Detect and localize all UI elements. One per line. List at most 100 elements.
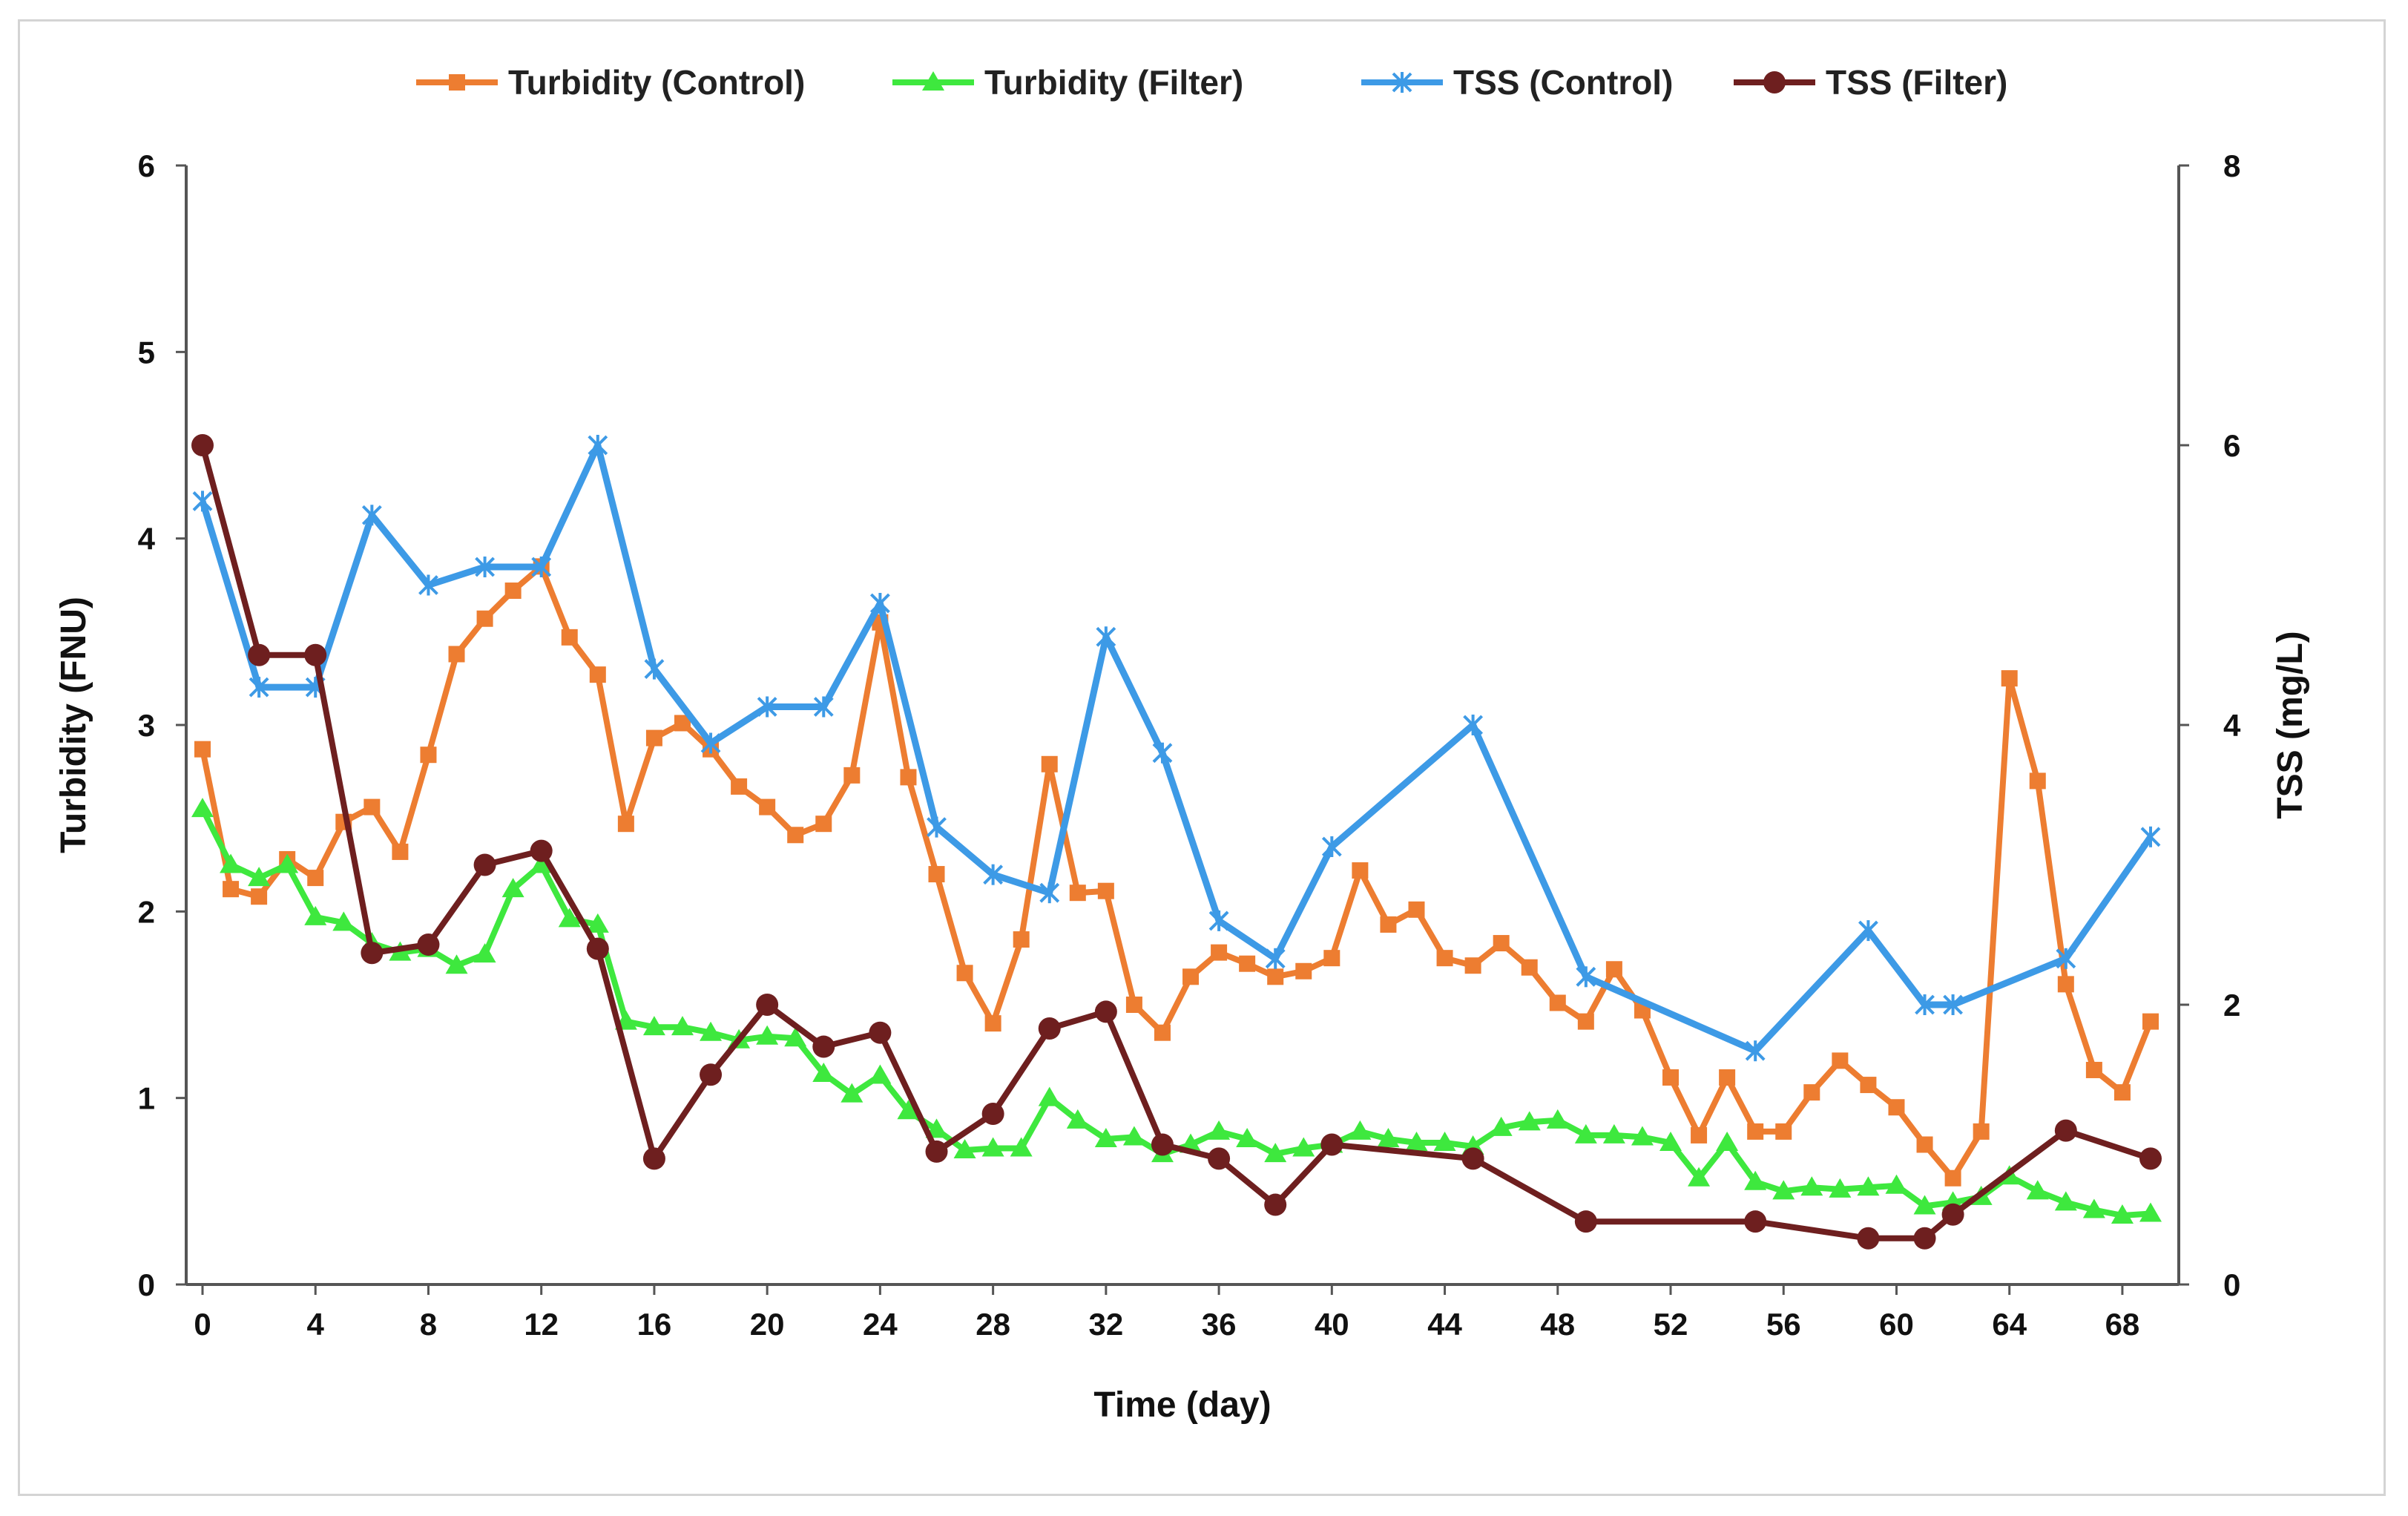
data-point-tss-control	[588, 435, 608, 456]
legend-label: Turbidity (Filter)	[984, 63, 1243, 102]
data-point-tss-filter	[1913, 1227, 1936, 1250]
data-point-turbidity-filter	[191, 798, 214, 818]
data-point-tss-control	[757, 696, 777, 718]
data-point-tss-filter	[1094, 1000, 1117, 1023]
legend: Turbidity (Control) Turbidity (Filter) TSS…	[416, 63, 2007, 102]
data-point-tss-filter	[191, 434, 214, 456]
x-tick-label: 68	[2105, 1307, 2140, 1342]
series-line-tss-control	[199, 442, 2154, 1054]
data-point-turbidity-control	[1832, 1052, 1849, 1069]
chart-frame: Turbidity (Control) Turbidity (Filter) TSS…	[18, 19, 2386, 1496]
series-turbidity-control	[194, 558, 2159, 1187]
data-point-turbidity-control	[843, 767, 861, 784]
data-point-tss-control	[1096, 626, 1116, 648]
data-point-turbidity-filter	[2111, 1204, 2134, 1224]
data-point-tss-control	[249, 677, 269, 698]
data-point-turbidity-control	[731, 778, 748, 795]
data-point-turbidity-control	[2085, 1061, 2102, 1078]
legend-item-tss-control: TSS (Control)	[1361, 63, 1673, 102]
data-point-turbidity-control	[223, 881, 240, 898]
data-point-turbidity-filter	[756, 1025, 779, 1045]
data-point-tss-control	[2140, 826, 2161, 847]
data-point-tss-filter	[1151, 1133, 1174, 1156]
data-point-turbidity-control	[1069, 885, 1086, 902]
data-point-turbidity-control	[420, 746, 437, 764]
data-point-turbidity-control	[1211, 944, 1228, 961]
data-point-tss-control	[1208, 910, 1229, 931]
data-point-tss-control	[1321, 836, 1342, 857]
data-point-tss-control	[531, 556, 552, 577]
series-tss-control	[192, 435, 2161, 1062]
data-point-turbidity-control	[1860, 1077, 1877, 1094]
y-left-axis-title: Turbidity (FNU)	[54, 597, 93, 853]
data-point-turbidity-control	[815, 816, 832, 833]
data-point-tss-filter	[248, 643, 271, 666]
x-tick-label: 32	[1088, 1307, 1123, 1342]
data-point-tss-control	[644, 658, 665, 680]
data-point-turbidity-filter	[1010, 1137, 1033, 1157]
data-point-turbidity-filter	[2054, 1191, 2077, 1211]
data-point-turbidity-control	[1719, 1069, 1736, 1086]
data-point-turbidity-control	[251, 888, 268, 905]
legend-item-turbidity-filter: Turbidity (Filter)	[892, 63, 1243, 102]
data-point-turbidity-control	[928, 866, 945, 883]
y-left-tick-label: 4	[138, 522, 156, 557]
data-point-tss-filter	[586, 937, 609, 960]
data-point-turbidity-control	[1352, 862, 1369, 879]
data-point-turbidity-filter	[501, 878, 524, 898]
data-point-tss-filter	[812, 1035, 835, 1058]
data-point-turbidity-control	[1605, 961, 1622, 978]
y-left-tick-label: 5	[138, 335, 155, 370]
x-axis-title: Time (day)	[1093, 1385, 1271, 1425]
data-point-turbidity-control	[1521, 959, 1538, 976]
legend-marker	[1763, 71, 1786, 93]
data-point-turbidity-filter	[897, 1100, 920, 1120]
data-point-turbidity-control	[617, 816, 634, 833]
data-point-tss-filter	[473, 853, 496, 876]
data-point-turbidity-filter	[869, 1064, 892, 1084]
data-point-turbidity-control	[900, 769, 917, 786]
data-point-turbidity-filter	[530, 853, 553, 873]
data-point-turbidity-control	[1408, 901, 1425, 918]
data-point-turbidity-filter	[1264, 1143, 1287, 1163]
data-point-turbidity-filter	[1490, 1116, 1513, 1136]
legend-item-turbidity-control: Turbidity (Control)	[416, 63, 805, 102]
data-point-turbidity-filter	[953, 1139, 976, 1159]
data-point-turbidity-filter	[332, 911, 355, 931]
legend-label: TSS (Filter)	[1826, 63, 2007, 102]
y-left-tick-label: 2	[138, 894, 155, 929]
data-point-tss-filter	[1941, 1203, 1964, 1226]
data-point-tss-filter	[2139, 1147, 2162, 1170]
x-tick-label: 16	[637, 1307, 672, 1342]
data-point-turbidity-control	[1549, 994, 1566, 1011]
data-point-turbidity-control	[1013, 931, 1030, 948]
data-point-tss-filter	[530, 839, 553, 862]
data-point-turbidity-filter	[1349, 1120, 1372, 1140]
x-tick-label: 12	[524, 1307, 559, 1342]
data-point-tss-control	[1915, 994, 1935, 1015]
series-line-turbidity-control	[200, 563, 2154, 1181]
data-point-turbidity-filter	[473, 943, 496, 963]
data-point-tss-control	[361, 505, 382, 526]
x-tick-label: 44	[1427, 1307, 1462, 1342]
data-point-turbidity-control	[307, 870, 324, 887]
y-left-tick-label: 0	[138, 1267, 155, 1302]
data-point-turbidity-filter	[1885, 1174, 1908, 1194]
data-point-tss-control	[192, 490, 213, 512]
data-point-turbidity-filter	[586, 913, 609, 933]
data-point-turbidity-control	[2029, 772, 2046, 790]
data-point-turbidity-control	[1267, 968, 1284, 985]
data-point-turbidity-filter	[2082, 1198, 2105, 1218]
data-point-tss-filter	[1208, 1147, 1231, 1170]
data-point-turbidity-filter	[1433, 1131, 1456, 1151]
data-point-turbidity-control	[1041, 755, 1058, 772]
data-point-turbidity-filter	[1405, 1131, 1428, 1151]
data-point-turbidity-control	[956, 965, 973, 982]
data-point-turbidity-control	[1944, 1169, 1961, 1187]
data-point-turbidity-control	[448, 646, 465, 663]
data-point-tss-filter	[1264, 1193, 1287, 1216]
data-point-turbidity-control	[1097, 882, 1114, 899]
data-point-turbidity-filter	[1602, 1123, 1625, 1143]
data-point-tss-filter	[361, 942, 384, 965]
data-point-turbidity-control	[1973, 1123, 1990, 1140]
